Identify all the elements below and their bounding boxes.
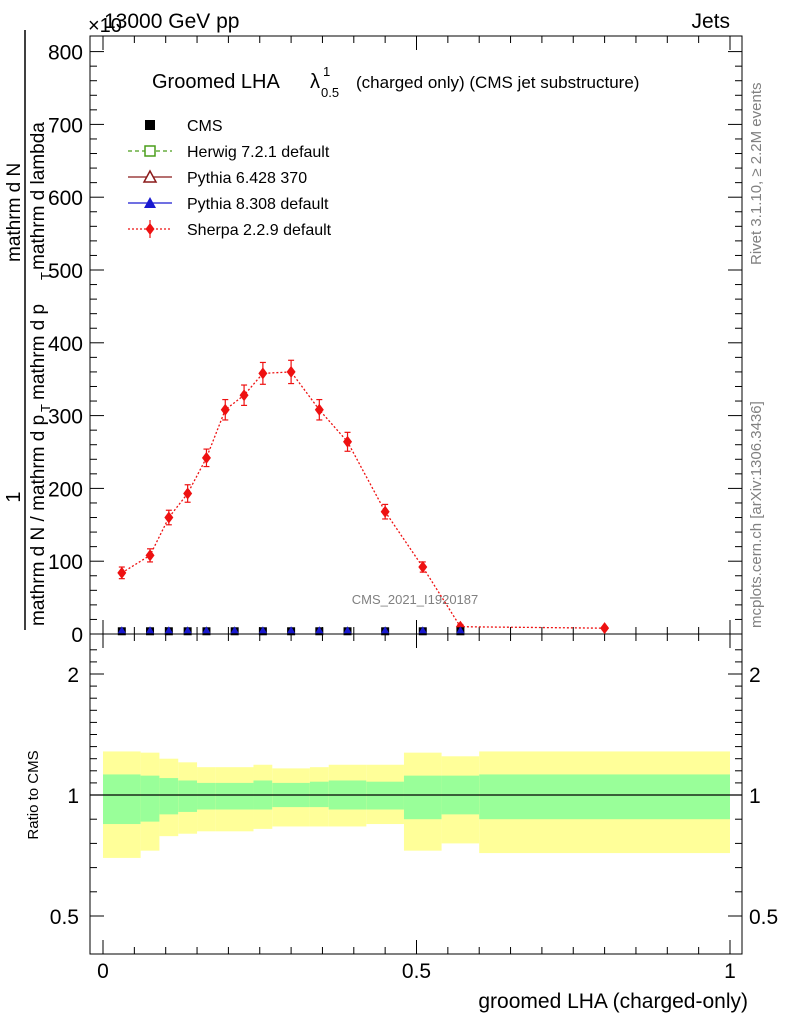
ylabel-numerator: 1 [3, 491, 25, 502]
ratio-y-tick-label-right: 0.5 [749, 906, 778, 929]
plot-title: Groomed LHA λ 1 0.5 (charged only) (CMS … [152, 64, 639, 100]
pythia8-point [343, 626, 352, 634]
legend-label: Pythia 8.308 default [187, 196, 329, 213]
sherpa-point [343, 435, 353, 448]
ylabel-num-line-top: mathrm d N [4, 163, 25, 262]
rivet-side-label: Rivet 3.1.10, ≥ 2.2M events [748, 83, 765, 266]
title-sup: 1 [323, 64, 330, 79]
ratio-green-band [479, 774, 730, 820]
ratio-x-tick-label: 0.5 [402, 960, 431, 983]
ratio-ylabel: Ratio to CMS [25, 750, 42, 839]
legend-label: Herwig 7.2.1 default [187, 144, 330, 161]
sherpa-point [380, 505, 390, 518]
ylabel-num-sub: T [38, 272, 53, 280]
main-y-tick-label: 400 [48, 333, 83, 356]
pythia8-point [146, 626, 155, 634]
sherpa-point [314, 403, 324, 416]
title-rest: (charged only) (CMS jet substructure) [356, 73, 639, 92]
sherpa-point [117, 566, 127, 579]
ratio-green-band [366, 781, 404, 810]
sherpa-point [418, 561, 428, 574]
main-y-tick-label: 200 [48, 478, 83, 501]
pythia8-point [418, 626, 427, 634]
legend: CMS Herwig 7.2.1 default Pythia 6.428 370 P… [128, 118, 332, 239]
ratio-green-band [215, 782, 254, 810]
ylabel-num-line: mathrm d p [28, 304, 49, 400]
ratio-green-band [309, 781, 329, 808]
sherpa-point [201, 451, 211, 464]
ratio-y-tick-label: 0.5 [50, 906, 79, 929]
main-y-tick-label: 800 [48, 42, 83, 65]
sherpa-point [239, 389, 249, 402]
cms-series [117, 626, 465, 636]
main-ylabel: 1 mathrm d N / mathrm d p T mathrm d p T… [3, 30, 53, 630]
ratio-green-band [159, 778, 179, 815]
pythia8-point [164, 626, 173, 634]
ratio-green-band [178, 780, 198, 812]
ratio-y-tick-label-right: 2 [749, 664, 761, 687]
legend-marker-sherpa [145, 223, 155, 235]
sherpa-series [117, 359, 610, 635]
main-axes: 0 100 200 300 400 500 600 700 800 [48, 36, 742, 647]
header-right-label: Jets [691, 10, 730, 33]
pythia8-point [287, 626, 296, 634]
exponent-label: ×10 [88, 15, 122, 37]
main-y-tick-label: 0 [71, 624, 83, 647]
ratio-green-band [197, 782, 216, 810]
ratio-green-band [403, 775, 442, 820]
sherpa-point [600, 622, 610, 635]
sherpa-point [145, 549, 155, 562]
ratio-green-band [103, 774, 141, 825]
title-main: Groomed LHA [152, 71, 280, 93]
legend-label: Pythia 6.428 370 [187, 170, 307, 187]
pythia8-point [202, 626, 211, 634]
sherpa-point [258, 367, 268, 380]
title-sub: 0.5 [321, 85, 339, 100]
ratio-x-tick-label: 0 [97, 960, 109, 983]
pythia8-point [258, 626, 267, 634]
header-left-label: 13000 GeV pp [104, 10, 239, 33]
legend-marker-herwig [144, 145, 156, 157]
ratio-y-tick-label-right: 1 [749, 785, 761, 808]
xlabel: groomed LHA (charged-only) [478, 990, 748, 1013]
legend-label: Sherpa 2.2.9 default [187, 222, 332, 239]
pythia8-point [456, 626, 465, 634]
ratio-y-tick-label: 2 [67, 664, 79, 687]
main-y-tick-label: 100 [48, 551, 83, 574]
main-y-tick-label: 700 [48, 114, 83, 137]
pythia8-point [230, 626, 239, 634]
main-y-tick-label: 600 [48, 187, 83, 210]
mcplots-side-label: mcplots.cern.ch [arXiv:1306.3436] [748, 401, 765, 628]
analysis-watermark: CMS_2021_I1920187 [352, 592, 479, 607]
main-y-tick-label: 300 [48, 406, 83, 429]
sherpa-point [286, 365, 296, 378]
legend-label: CMS [187, 118, 223, 135]
sherpa-point [164, 511, 174, 524]
title-symbol: λ [310, 71, 320, 93]
ylabel-den-sub1: T [38, 404, 53, 412]
legend-marker-cms [145, 120, 155, 130]
main-y-tick-label: 500 [48, 260, 83, 283]
pythia8-point [183, 626, 192, 634]
sherpa-point [183, 487, 193, 500]
ylabel-den-line1: mathrm d N / mathrm d p [28, 415, 49, 626]
ratio-x-tick-label: 1 [724, 960, 736, 983]
ratio-bands [90, 751, 742, 858]
ratio-axes: 0.5 0.5 1 1 2 2 0 0.5 1 [50, 634, 778, 983]
sherpa-line [121, 371, 605, 629]
pythia8-point [117, 626, 126, 634]
legend-marker-pythia8 [144, 197, 156, 208]
ylabel-num-line4: mathrm d lambda [28, 122, 49, 270]
ratio-y-tick-label: 1 [67, 785, 79, 808]
pythia8-point [381, 626, 390, 634]
ratio-green-band [140, 775, 160, 822]
pythia8-point [315, 626, 324, 634]
sherpa-point [220, 403, 230, 416]
legend-marker-pythia6 [142, 169, 158, 183]
